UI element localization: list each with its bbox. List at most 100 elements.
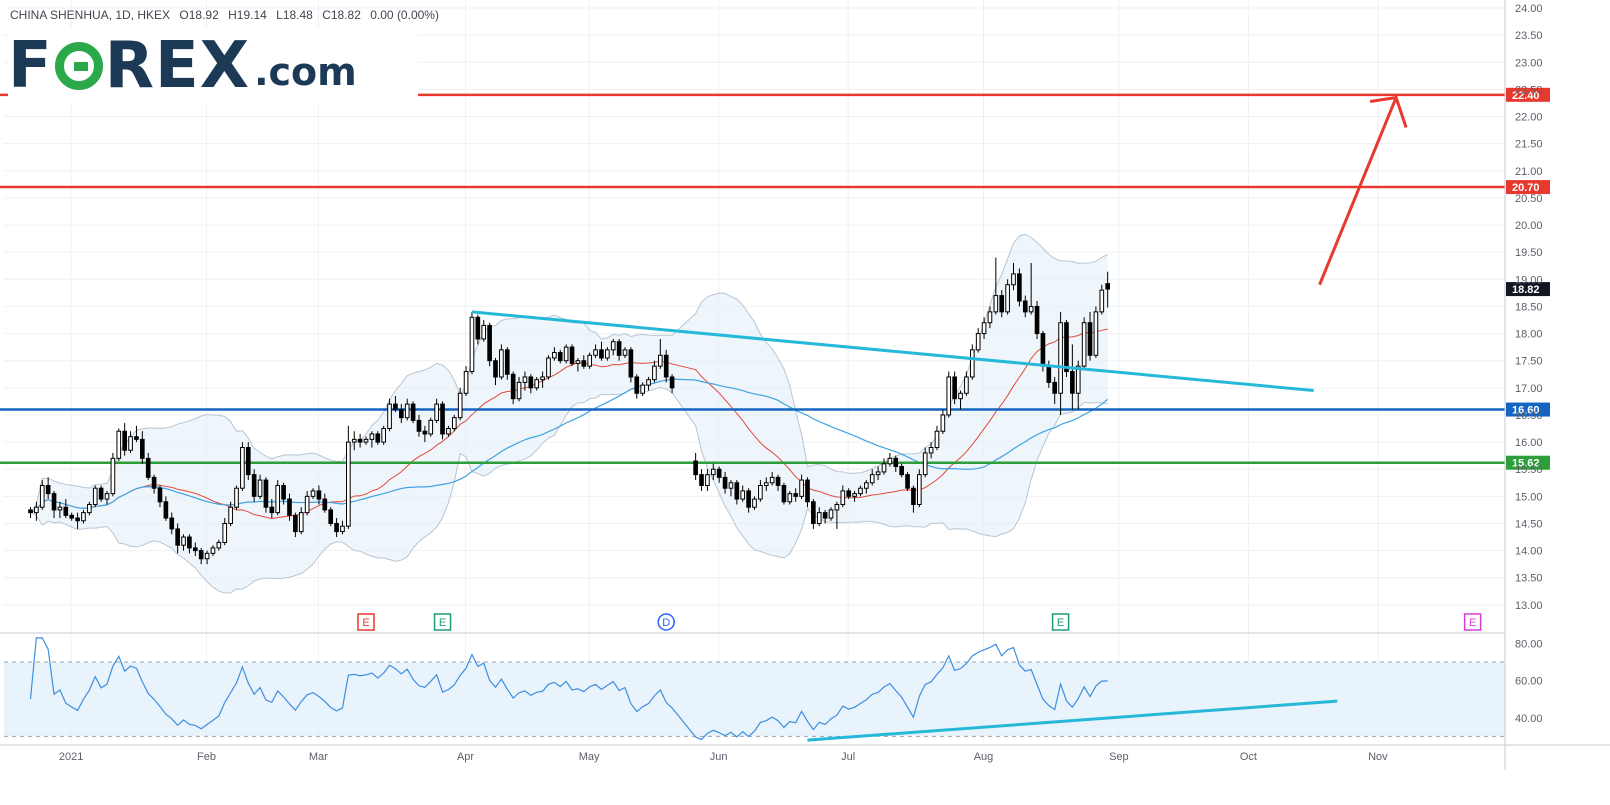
candle bbox=[705, 469, 710, 491]
candle-body-down bbox=[175, 528, 180, 546]
event-marker[interactable]: E bbox=[433, 613, 452, 631]
earnings-marker[interactable] bbox=[357, 613, 375, 631]
candle bbox=[375, 431, 381, 445]
candle bbox=[1105, 271, 1111, 308]
drawings[interactable] bbox=[471, 95, 1408, 393]
symbol-header: CHINA SHENHUA, 1D, HKEX O18.92 H19.14 L1… bbox=[10, 8, 445, 22]
candle bbox=[446, 425, 451, 437]
candle-body-up bbox=[710, 468, 716, 476]
dividend-marker[interactable] bbox=[657, 613, 675, 631]
price-tick-label: 20.50 bbox=[1515, 193, 1543, 205]
candle bbox=[946, 371, 952, 418]
candle-body-up bbox=[652, 365, 657, 381]
candle-body-down bbox=[122, 430, 127, 451]
candle bbox=[404, 398, 410, 421]
candle bbox=[893, 455, 899, 472]
candle-body-up bbox=[1099, 289, 1105, 313]
candle-body-up bbox=[81, 512, 86, 522]
candle-body-down bbox=[599, 349, 604, 359]
candle-body-up bbox=[928, 447, 934, 454]
candle-body-up bbox=[240, 447, 245, 489]
time-tick-label: 2021 bbox=[59, 751, 83, 763]
candle-body-up bbox=[116, 430, 122, 459]
candle bbox=[628, 347, 634, 383]
candle bbox=[758, 480, 763, 502]
candle bbox=[440, 401, 445, 440]
candle bbox=[451, 414, 457, 432]
rsi-tick-label: 80.00 bbox=[1515, 638, 1543, 650]
candle bbox=[922, 447, 928, 478]
price-tick-label: 20.00 bbox=[1515, 220, 1543, 232]
event-marker[interactable]: E bbox=[357, 613, 375, 631]
projection-arrow-shaft[interactable] bbox=[1318, 96, 1398, 286]
candle bbox=[175, 523, 180, 554]
candle bbox=[57, 501, 63, 519]
candle-body-down bbox=[510, 373, 516, 400]
candle-body-down bbox=[528, 376, 534, 389]
candle bbox=[934, 425, 940, 451]
candle-body-up bbox=[304, 495, 310, 514]
candle-body-down bbox=[822, 512, 828, 519]
candle-body-down bbox=[357, 438, 363, 443]
candle bbox=[987, 306, 993, 329]
candle bbox=[622, 347, 628, 358]
candle-body-down bbox=[669, 376, 675, 389]
event-marker[interactable]: D bbox=[657, 613, 675, 631]
candle-body-up bbox=[340, 525, 345, 533]
candle bbox=[487, 322, 492, 367]
event-letter: E bbox=[1057, 617, 1064, 629]
candle-body-up bbox=[763, 482, 769, 486]
candle bbox=[328, 507, 334, 527]
candle bbox=[669, 374, 675, 394]
earnings-marker[interactable] bbox=[1463, 613, 1482, 631]
candle-body-down bbox=[287, 498, 292, 516]
rsi-tick-label: 40.00 bbox=[1515, 713, 1543, 725]
candle bbox=[799, 474, 804, 500]
candle bbox=[605, 347, 610, 361]
candle-body-up bbox=[958, 392, 963, 400]
price-tick-label: 21.50 bbox=[1515, 139, 1543, 151]
candle-body-down bbox=[45, 484, 51, 495]
candle-body-down bbox=[393, 403, 398, 411]
earnings-marker[interactable] bbox=[1051, 613, 1070, 631]
candle-body-down bbox=[775, 476, 781, 486]
earnings-marker[interactable] bbox=[433, 613, 452, 631]
rsi-line bbox=[29, 637, 1108, 741]
candle bbox=[316, 485, 322, 505]
candle bbox=[840, 485, 846, 508]
candle bbox=[187, 534, 192, 554]
candle bbox=[693, 452, 698, 481]
candle-body-up bbox=[57, 506, 63, 511]
candle bbox=[811, 499, 816, 529]
candle-body-down bbox=[440, 403, 445, 435]
event-marker[interactable]: E bbox=[1463, 613, 1482, 631]
candle-body-up bbox=[922, 452, 928, 476]
candle bbox=[463, 366, 469, 396]
candle-body-up bbox=[181, 536, 186, 546]
candle-body-up bbox=[481, 324, 487, 340]
event-marker[interactable]: E bbox=[1051, 613, 1070, 631]
candle-body-down bbox=[375, 433, 381, 443]
resistance-trendline[interactable] bbox=[471, 310, 1314, 393]
candle-body-up bbox=[946, 376, 952, 416]
candle bbox=[116, 428, 122, 462]
candle-body-up bbox=[816, 512, 822, 524]
candle bbox=[163, 496, 169, 521]
candle-body-up bbox=[834, 503, 840, 511]
candle-body-down bbox=[398, 409, 404, 419]
candle-body-down bbox=[722, 476, 728, 489]
candle bbox=[805, 477, 810, 508]
candle-body-up bbox=[1093, 311, 1099, 356]
level-label: 22.40 bbox=[1512, 90, 1540, 102]
candle bbox=[204, 550, 210, 565]
candle-body-up bbox=[1075, 365, 1081, 394]
candle bbox=[216, 539, 222, 551]
projection-arrow-head[interactable] bbox=[1369, 95, 1408, 129]
candle-body-down bbox=[151, 476, 157, 489]
change-value: 0.00 (0.00%) bbox=[370, 8, 439, 22]
candle-body-up bbox=[605, 349, 610, 359]
candle bbox=[887, 452, 893, 467]
